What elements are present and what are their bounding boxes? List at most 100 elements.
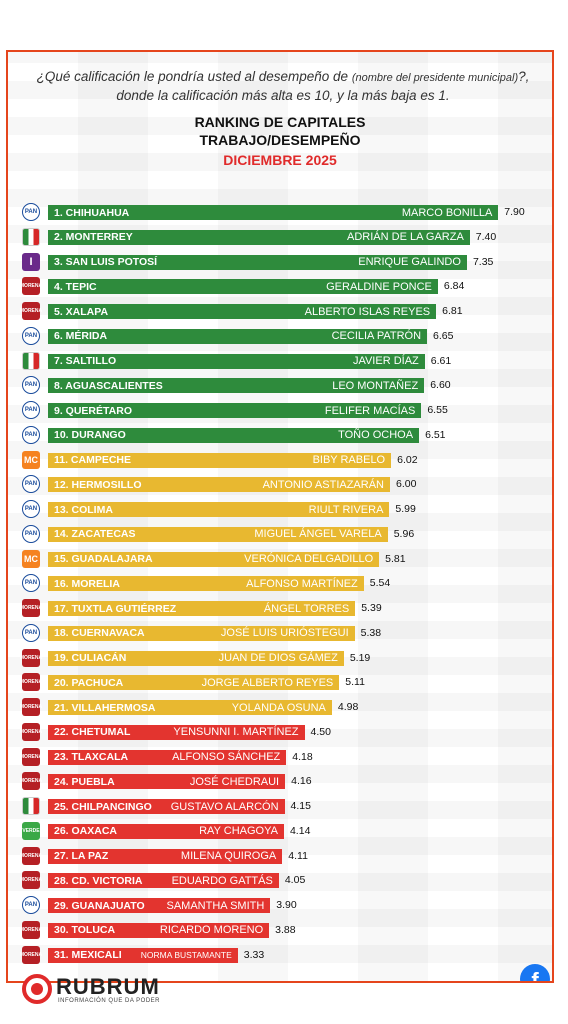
chart-title-line1: RANKING DE CAPITALES	[194, 114, 366, 130]
pan-icon: PAN	[22, 401, 40, 419]
table-row: 7. SALTILLO JAVIER DÍAZ 6.61	[8, 351, 548, 371]
category-label: 26. OAXACA	[54, 825, 118, 838]
bar: 9. QUERÉTARO FELIFER MACÍAS	[48, 403, 422, 418]
table-row: MORENA 23. TLAXCALA ALFONSO SÁNCHEZ 4.18	[8, 747, 548, 767]
data-label: 4.14	[289, 824, 311, 837]
data-label: 6.60	[430, 379, 451, 392]
category-label: 14. ZACATECAS	[54, 528, 136, 541]
table-row: PAN 12. HERMOSILLO ANTONIO ASTIAZARÁN 6.00	[8, 474, 548, 494]
category-label: 25. CHILPANCINGO	[54, 800, 152, 813]
mayor-label: MARCO BONILLA	[401, 206, 493, 219]
table-row: MORENA 31. MEXICALI NORMA BUSTAMANTE 3.33	[8, 945, 548, 965]
bar: 11. CAMPECHE BIBY RABELO	[48, 452, 392, 468]
table-row: 25. CHILPANCINGO GUSTAVO ALARCÓN 4.15	[8, 796, 548, 816]
brand-name: RUBRUM	[56, 974, 160, 999]
morena-icon: MORENA	[20, 846, 42, 865]
table-row: PAN 1. CHIHUAHUA MARCO BONILLA 7.90	[8, 202, 548, 222]
table-row: MORENA 17. TUXTLA GUTIÉRREZ ÁNGEL TORRES 5.…	[8, 598, 548, 618]
category-label: 24. PUEBLA	[54, 775, 115, 788]
table-row: 2. MONTERREY ADRIÁN DE LA GARZA 7.40	[8, 227, 548, 247]
mayor-label: SAMANTHA SMITH	[166, 899, 265, 912]
category-label: 3. SAN LUIS POTOSÍ	[54, 256, 158, 268]
mayor-label: YENSUNNI I. MARTÍNEZ	[173, 726, 299, 739]
data-label: 6.55	[427, 404, 448, 416]
ranking-card: ¿Qué calificación le pondría usted al de…	[6, 50, 554, 983]
mayor-label: LEO MONTAÑEZ	[332, 379, 419, 392]
bar: 12. HERMOSILLO ANTONIO ASTIAZARÁN	[48, 477, 390, 493]
table-row: MORENA 5. XALAPA ALBERTO ISLAS REYES 6.81	[8, 301, 548, 321]
data-label: 3.33	[243, 948, 265, 961]
data-label: 4.50	[310, 725, 331, 738]
data-label: 4.16	[291, 775, 312, 788]
table-row: PAN 16. MORELIA ALFONSO MARTÍNEZ 5.54	[8, 573, 548, 593]
category-label: 12. HERMOSILLO	[54, 478, 142, 491]
category-label: 18. CUERNAVACA	[54, 627, 145, 640]
mayor-label: ALFONSO MARTÍNEZ	[246, 577, 358, 590]
mayor-label: ALBERTO ISLAS REYES	[304, 305, 431, 318]
category-label: 28. CD. VICTORIA	[54, 874, 143, 887]
table-row: MORENA 4. TEPIC GERALDINE PONCE 6.84	[8, 276, 548, 296]
independent-icon: I	[22, 252, 40, 271]
table-row: PAN 8. AGUASCALIENTES LEO MONTAÑEZ 6.60	[8, 375, 548, 395]
pan-icon: PAN	[22, 326, 40, 345]
table-row: MC 11. CAMPECHE BIBY RABELO 6.02	[8, 450, 548, 470]
bar: 28. CD. VICTORIA EDUARDO GATTÁS	[48, 873, 279, 889]
mayor-label: JAVIER DÍAZ	[352, 355, 419, 367]
category-label: 30. TOLUCA	[54, 924, 116, 937]
bar: 24. PUEBLA JOSÉ CHEDRAUI	[48, 774, 286, 790]
category-label: 27. LA PAZ	[54, 850, 109, 862]
bar: 8. AGUASCALIENTES LEO MONTAÑEZ	[48, 378, 425, 394]
category-label: 11. CAMPECHE	[54, 454, 132, 466]
mayor-label: RAY CHAGOYA	[199, 825, 278, 838]
mayor-label: GUSTAVO ALARCÓN	[170, 800, 279, 813]
mayor-label: GERALDINE PONCE	[326, 280, 432, 293]
data-label: 3.88	[275, 923, 296, 936]
facebook-icon[interactable]: f	[520, 964, 550, 981]
table-row: I 3. SAN LUIS POTOSÍ ENRIQUE GALINDO 7.35	[8, 252, 548, 272]
category-label: 6. MÉRIDA	[54, 330, 108, 343]
morena-icon: MORENA	[20, 673, 42, 692]
bar: 6. MÉRIDA CECILIA PATRÓN	[48, 328, 428, 344]
category-label: 5. XALAPA	[54, 305, 109, 318]
category-label: 7. SALTILLO	[54, 355, 117, 367]
data-label: 6.00	[396, 478, 417, 491]
mayor-label: BIBY RABELO	[312, 454, 386, 466]
bar: 29. GUANAJUATO SAMANTHA SMITH	[48, 898, 271, 913]
category-label: 21. VILLAHERMOSA	[54, 701, 156, 714]
category-label: 23. TLAXCALA	[54, 751, 129, 763]
mayor-label: CECILIA PATRÓN	[331, 330, 422, 343]
table-row: MORENA 22. CHETUMAL YENSUNNI I. MARTÍNEZ 4.…	[8, 722, 548, 742]
category-label: 9. QUERÉTARO	[54, 404, 132, 417]
category-label: 17. TUXTLA GUTIÉRREZ	[54, 602, 177, 615]
mayor-label: EDUARDO GATTÁS	[171, 874, 273, 887]
mayor-label: ANTONIO ASTIAZARÁN	[262, 478, 384, 491]
pan-icon: PAN	[22, 203, 40, 221]
data-label: 5.39	[361, 602, 382, 614]
category-label: 10. DURANGO	[54, 429, 126, 442]
morena-icon: MORENA	[20, 772, 42, 791]
data-label: 4.11	[288, 849, 308, 862]
table-row: PAN 13. COLIMA RIULT RIVERA 5.99	[8, 499, 548, 519]
chart-title-line2: TRABAJO/DESEMPEÑO	[199, 132, 361, 148]
bar: 18. CUERNAVACA JOSÉ LUIS URIÓSTEGUI	[48, 625, 355, 641]
pri-icon	[22, 351, 40, 370]
morena-icon: MORENA	[20, 648, 42, 667]
bar: 10. DURANGO TOÑO OCHOA	[48, 427, 420, 443]
mayor-label: ÁNGEL TORRES	[263, 602, 350, 615]
data-label: 4.15	[290, 800, 311, 812]
table-row: MORENA 19. CULIACÁN JUAN DE DIOS GÁMEZ 5.19	[8, 648, 548, 668]
data-label: 4.18	[292, 750, 313, 763]
bar: 2. MONTERREY ADRIÁN DE LA GARZA	[48, 229, 470, 245]
morena-icon: MORENA	[20, 302, 42, 320]
data-label: 3.90	[276, 899, 297, 911]
morena-icon: MORENA	[20, 277, 42, 296]
bar: 1. CHIHUAHUA MARCO BONILLA	[48, 205, 499, 220]
bar: 13. COLIMA RIULT RIVERA	[48, 502, 390, 517]
mayor-label: TOÑO OCHOA	[338, 429, 414, 442]
bar: 14. ZACATECAS MIGUEL ÁNGEL VARELA	[48, 526, 388, 542]
morena-icon: MORENA	[20, 920, 42, 939]
question-text: ¿Qué calificación le pondría usted al de…	[36, 69, 349, 84]
bar: 16. MORELIA ALFONSO MARTÍNEZ	[48, 576, 364, 592]
pan-icon: PAN	[22, 376, 40, 395]
category-label: 22. CHETUMAL	[54, 726, 131, 739]
